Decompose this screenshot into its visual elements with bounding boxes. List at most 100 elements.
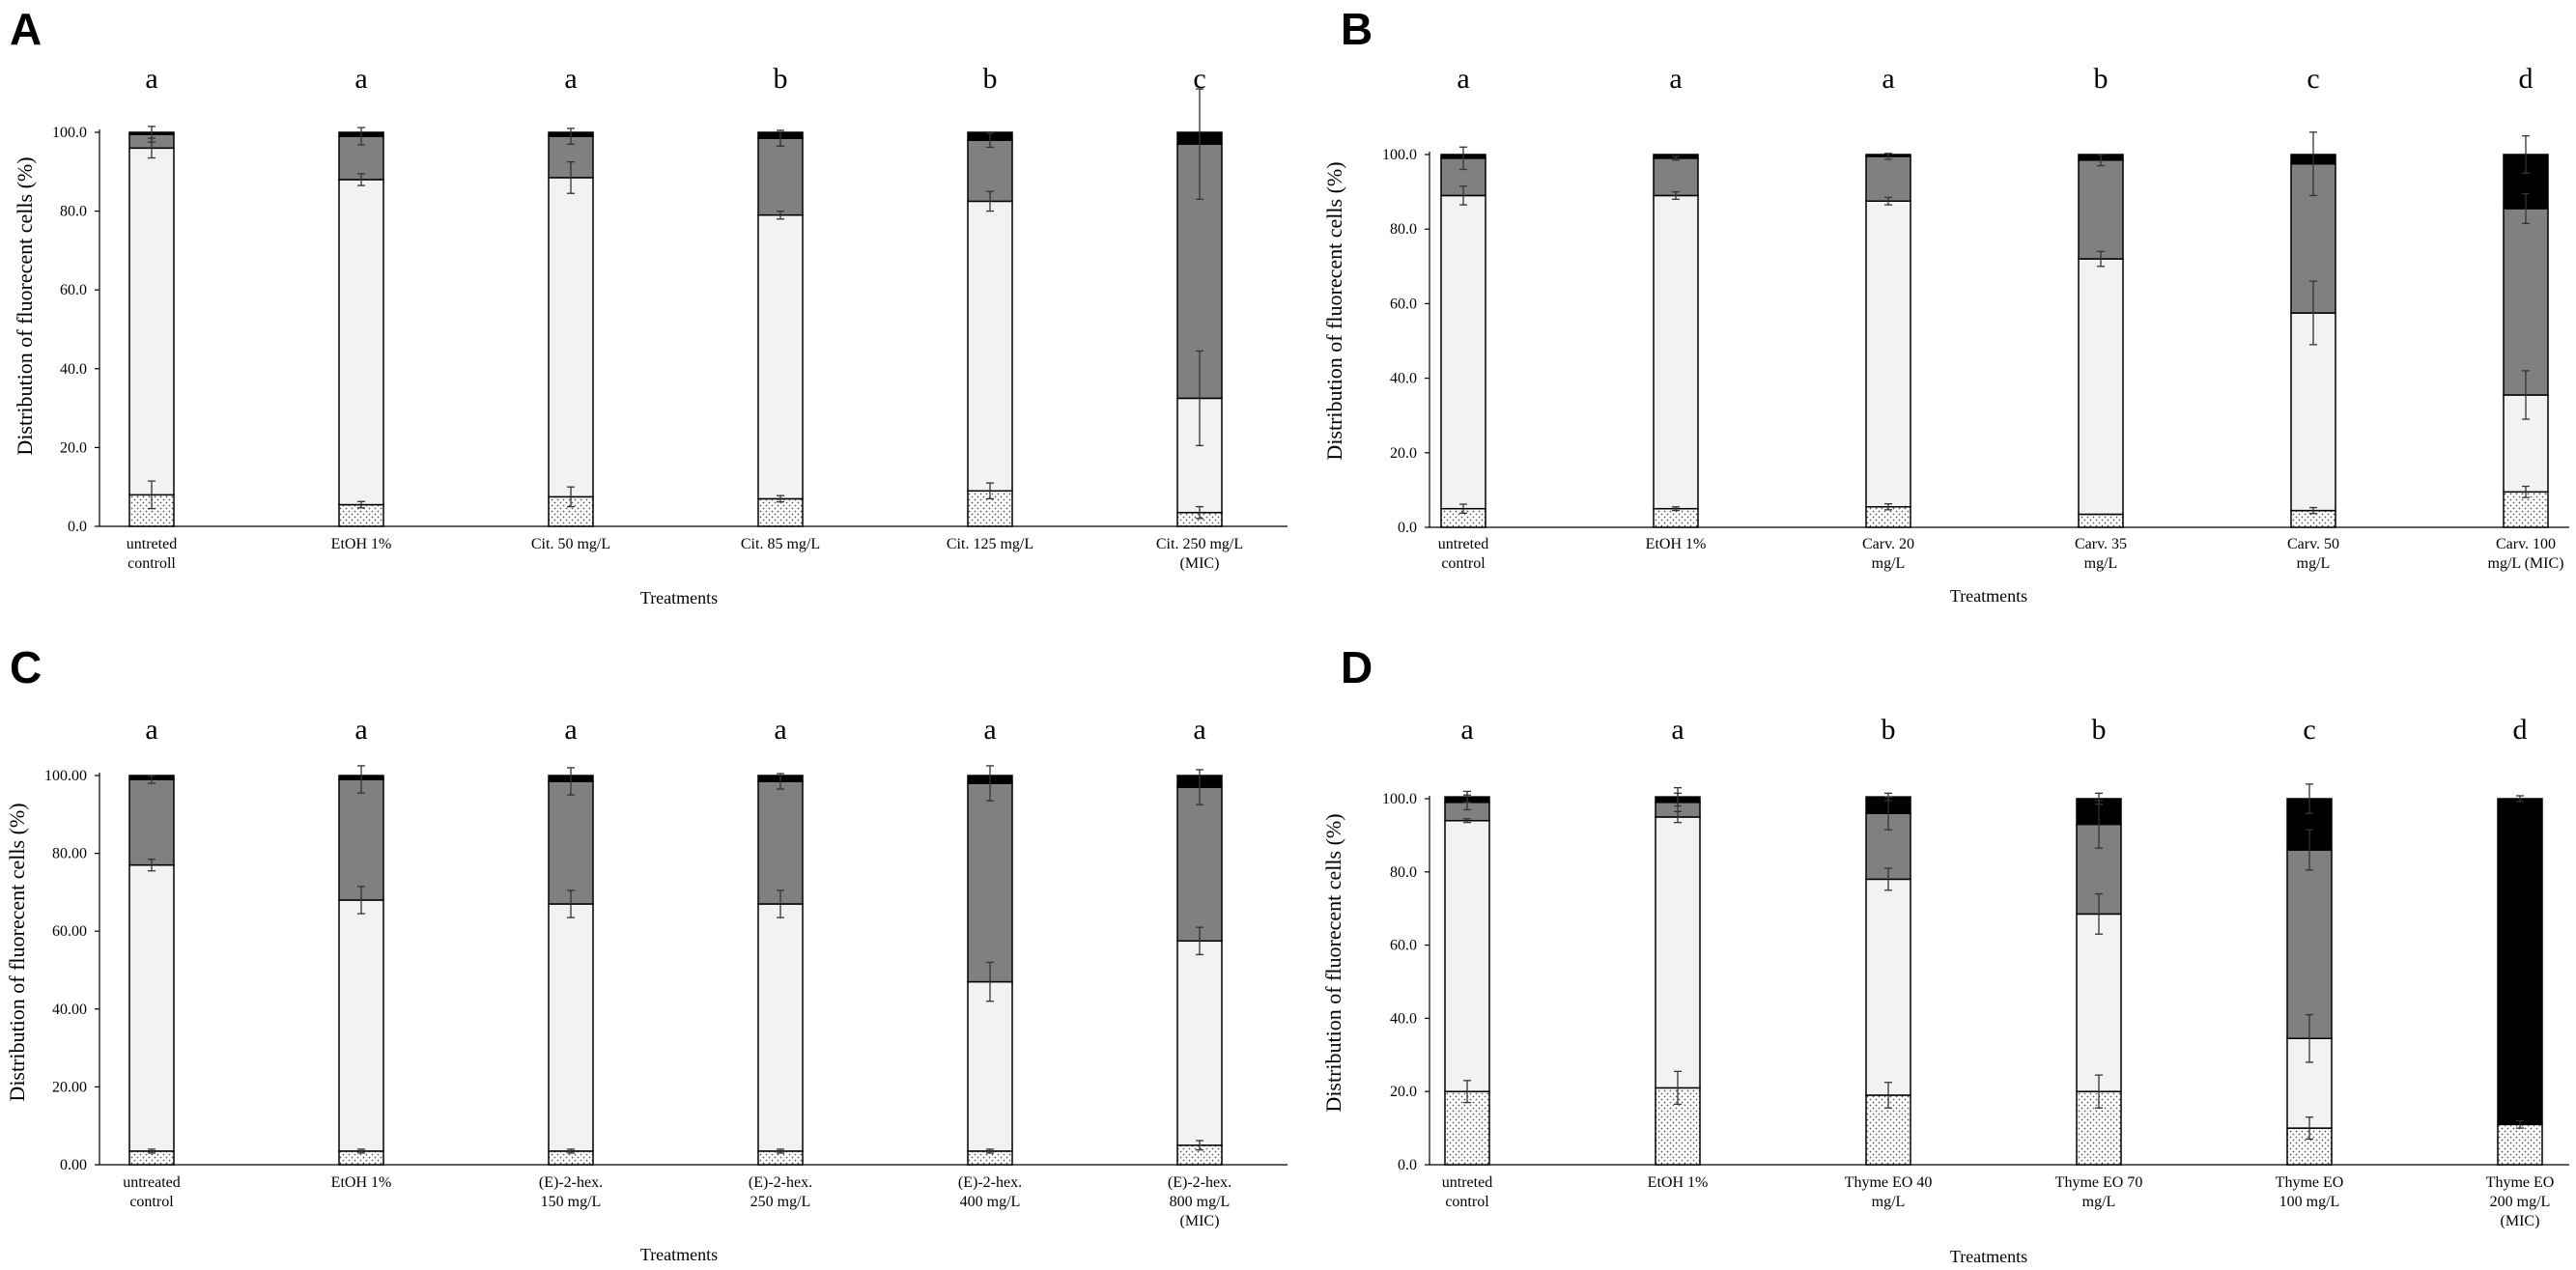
significance-label: c — [2303, 714, 2315, 746]
category-label: untreated control — [123, 1174, 181, 1210]
category-label-line: Cit. 125 mg/L — [947, 536, 1033, 552]
panel-a-ylabel: Distribution of fluorecent cells (%) — [13, 156, 37, 455]
y-tick-label: 40.00 — [52, 1002, 87, 1018]
category-label-line: mg/L — [1872, 555, 1906, 572]
y-tick-label: 60.00 — [52, 923, 87, 940]
bar-segment-dotted — [1653, 507, 1699, 528]
significance-label: a — [1457, 63, 1469, 95]
significance-label: a — [354, 63, 367, 95]
significance-label: b — [774, 63, 788, 95]
panel-d-ylabel: Distribution of fluorecent cells (%) — [1321, 813, 1345, 1112]
bar-segment-dark — [1176, 786, 1223, 943]
significance-label: a — [774, 714, 786, 746]
significance-label: a — [564, 714, 577, 746]
significance-label: a — [1669, 63, 1682, 95]
category-label: EtOH 1% — [1646, 536, 1707, 552]
bar-segment-dark — [338, 778, 384, 901]
category-label: Carv. 35 mg/L — [2075, 536, 2127, 572]
category-label-line: untreted — [127, 536, 177, 552]
significance-label: d — [2513, 714, 2528, 746]
significance-label: a — [145, 714, 157, 746]
bar-segment-dark — [2286, 849, 2333, 1039]
category-label: Cit. 50 mg/L — [531, 536, 610, 552]
significance-label: b — [1882, 714, 1896, 746]
y-tick-label: 0.0 — [1398, 1157, 1417, 1173]
y-tick-label: 100.0 — [1382, 791, 1417, 807]
significance-label: a — [1460, 714, 1473, 746]
category-label-line: mg/L — [2082, 1194, 2116, 1210]
bar-segment-dotted — [757, 497, 804, 527]
significance-label: c — [2307, 63, 2319, 95]
bar-segment-light — [1440, 194, 1486, 510]
y-tick-label: 40.0 — [1390, 1010, 1417, 1027]
category-label-line: Carv. 100 — [2496, 536, 2556, 552]
significance-label: a — [1882, 63, 1894, 95]
category-label-line: (E)-2-hex. — [958, 1174, 1022, 1191]
category-label-line: mg/L — [1872, 1194, 1906, 1210]
panel-c-letter: C — [10, 642, 42, 692]
panel-d-xlabel: Treatments — [1950, 1247, 2027, 1266]
panel-b-plot: 0.0 20.0 40.0 60.0 80.0 100.0 a untreted control… — [1382, 63, 2569, 572]
bar-segment-light — [548, 177, 594, 498]
category-label-line: Carv. 35 — [2075, 536, 2127, 552]
y-tick-label: 20.0 — [1390, 1084, 1417, 1100]
y-tick-label: 20.0 — [60, 439, 87, 456]
bar-segment-dark — [757, 780, 804, 905]
category-label-line: 150 mg/L — [541, 1194, 602, 1210]
panel-c-plot: 0.00 20.00 40.00 60.00 80.00 100.00 a untreated… — [44, 714, 1288, 1229]
bar-segment-light — [1653, 194, 1699, 510]
category-label: Cit. 85 mg/L — [741, 536, 820, 552]
y-tick-label: 60.0 — [1390, 938, 1417, 954]
category-label: Carv. 50 mg/L — [2287, 536, 2339, 572]
y-tick-label: 20.00 — [52, 1079, 87, 1095]
category-label-line: mg/L — [2084, 555, 2118, 572]
category-label-line: 800 mg/L — [1170, 1194, 1231, 1210]
bar-segment-light — [1865, 200, 1911, 508]
category-label-line: EtOH 1% — [1648, 1174, 1709, 1191]
category-label: untreted controll — [127, 536, 177, 572]
category-label: Thyme EO 70 mg/L — [2055, 1174, 2143, 1210]
bar-segment-light — [967, 200, 1013, 493]
category-label-line: (E)-2-hex. — [1168, 1174, 1231, 1191]
category-label: (E)-2-hex. 250 mg/L — [749, 1174, 812, 1210]
category-label-line: untreted — [1442, 1174, 1492, 1191]
category-label-line: (MIC) — [2501, 1213, 2540, 1229]
bar-segment-dark — [757, 137, 804, 216]
bar-segment-dark — [2078, 159, 2124, 260]
category-label-line: untreted — [1438, 536, 1488, 552]
category-label: (E)-2-hex. 800 mg/L (MIC) — [1168, 1174, 1231, 1229]
panel-b-ylabel: Distribution of fluorecent cells (%) — [1322, 161, 1346, 460]
bar-segment-light — [338, 179, 384, 506]
category-label: EtOH 1% — [1648, 1174, 1709, 1191]
bar-segment-light — [757, 213, 804, 500]
bar-segment-dark — [2503, 208, 2549, 396]
category-label-line: Carv. 20 — [1862, 536, 1914, 552]
panel-d-letter: D — [1341, 642, 1373, 692]
category-label: Thyme EO 40 mg/L — [1845, 1174, 1933, 1210]
bar-segment-light — [2078, 258, 2124, 516]
bar-segment-light — [128, 863, 175, 1152]
category-label-line: Thyme EO — [2276, 1174, 2344, 1191]
category-label-line: Carv. 50 — [2287, 536, 2339, 552]
category-label-line: Cit. 250 mg/L — [1156, 536, 1243, 552]
category-label: (E)-2-hex. 400 mg/L — [958, 1174, 1022, 1210]
bar-segment-dark — [128, 778, 175, 866]
y-tick-label: 60.0 — [1390, 296, 1417, 312]
category-label: Carv. 20 mg/L — [1862, 536, 1914, 572]
category-label-line: Thyme EO — [2486, 1174, 2555, 1191]
bar-segment-light — [757, 903, 804, 1152]
panel-d-plot: 0.0 20.0 40.0 60.0 80.0 100.0 a untreted control… — [1382, 714, 2569, 1229]
category-label: untreted control — [1442, 1174, 1492, 1210]
bar-segment-light — [1655, 816, 1701, 1089]
y-tick-label: 0.0 — [68, 519, 87, 535]
panel-c: C 0.00 20.00 40.00 60.00 80.00 100.00 a untreat… — [5, 642, 1288, 1264]
category-label: Cit. 125 mg/L — [947, 536, 1033, 552]
bar-segment-light — [548, 903, 594, 1152]
category-label: Cit. 250 mg/L (MIC) — [1156, 536, 1243, 572]
significance-label: c — [1193, 63, 1205, 95]
category-label: Thyme EO 200 mg/L (MIC) — [2486, 1174, 2555, 1229]
y-tick-label: 80.0 — [1390, 221, 1417, 238]
y-tick-label: 80.0 — [60, 204, 87, 220]
significance-label: a — [983, 714, 996, 746]
